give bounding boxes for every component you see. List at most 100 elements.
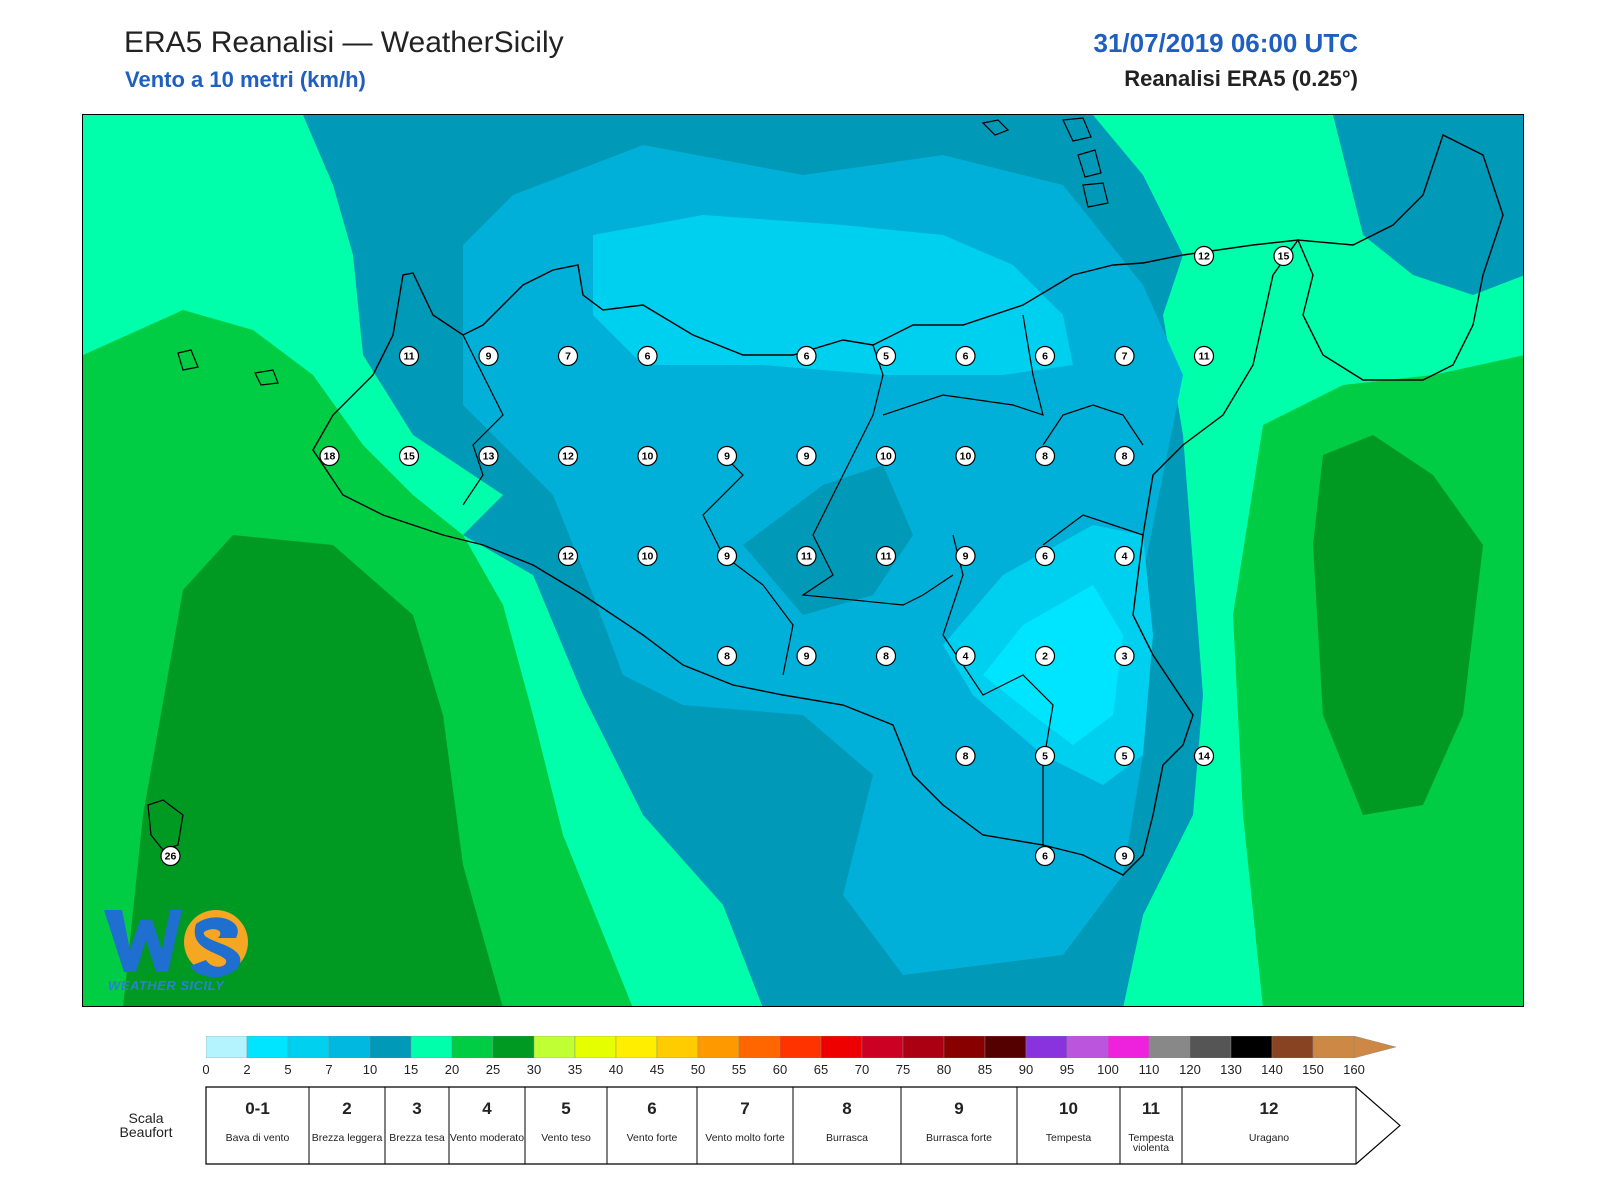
beaufort-cell: 4 Vento moderato: [449, 1087, 525, 1164]
colorbar-tick-label: 120: [1179, 1062, 1201, 1077]
beaufort-scale-label: Scala Beaufort: [119, 1110, 173, 1140]
station-marker: 5: [1114, 745, 1135, 767]
colorbar-tick-label: 65: [813, 1062, 829, 1077]
colorbar-swatch: [410, 1036, 453, 1058]
station-marker: 14: [1193, 745, 1215, 767]
station-marker: 10: [637, 545, 658, 567]
beaufort-cell: 5 Vento teso: [525, 1087, 607, 1164]
colorbar-tick-label: 25: [485, 1062, 501, 1077]
station-value: 9: [486, 351, 492, 363]
station-value: 9: [963, 551, 969, 563]
station-value: 9: [1122, 851, 1128, 863]
colorbar-swatch: [328, 1036, 371, 1058]
beaufort-description: Vento molto forte: [705, 1132, 785, 1144]
colorbar-tick-label: 90: [1018, 1062, 1034, 1077]
station-marker: 9: [716, 445, 738, 467]
station-value: 4: [963, 651, 969, 663]
station-value: 13: [483, 451, 495, 463]
colorbar-swatch: [697, 1036, 740, 1058]
station-marker: 2: [1034, 645, 1056, 667]
wind-band-25-30-east: [1313, 435, 1483, 815]
colorbar-swatch: [1148, 1036, 1191, 1058]
station-marker: 8: [1114, 445, 1135, 467]
colorbar-tick-label: 80: [936, 1062, 952, 1077]
egadi-island: [177, 349, 199, 371]
colorbar-swatch: [1107, 1036, 1150, 1058]
station-marker: 11: [875, 545, 897, 567]
wind-band-10-15-east: [1333, 115, 1523, 295]
colorbar-swatch: [369, 1036, 412, 1058]
beaufort-cell: 3 Brezza tesa: [385, 1087, 449, 1164]
station-marker: 26: [160, 845, 181, 867]
model-label: Reanalisi ERA5 (0.25°): [1124, 66, 1358, 91]
station-value: 11: [880, 551, 891, 563]
aeolian-island: [1077, 149, 1102, 178]
beaufort-number: 5: [561, 1099, 571, 1118]
station-value: 10: [880, 451, 892, 463]
station-marker: 10: [875, 445, 897, 467]
beaufort-cell: 7 Vento molto forte: [697, 1087, 793, 1164]
beaufort-number: 2: [342, 1099, 352, 1118]
station-value: 6: [963, 351, 969, 363]
colorbar-tick-label: 35: [567, 1062, 583, 1077]
station-marker: 9: [796, 645, 817, 667]
station-marker: 5: [875, 345, 897, 367]
wind-band-10-15-center: [743, 465, 913, 615]
colorbar-swatch: [533, 1036, 576, 1058]
colorbar-swatch: [656, 1036, 699, 1058]
wind-band-2-5: [983, 585, 1123, 745]
station-marker: 10: [637, 445, 658, 467]
station-value: 11: [403, 351, 414, 363]
station-value: 9: [804, 451, 810, 463]
station-marker: 9: [796, 445, 817, 467]
colorbar-tick-label: 160: [1343, 1062, 1365, 1077]
pantelleria-island: [147, 799, 184, 851]
beaufort-description: Burrasca forte: [926, 1132, 992, 1144]
station-marker: 11: [398, 345, 420, 367]
station-value: 9: [724, 551, 730, 563]
colorbar-tick-label: 60: [772, 1062, 788, 1077]
station-value: 7: [1122, 351, 1128, 363]
station-marker: 6: [796, 345, 817, 367]
beaufort-cell: 9 Burrasca forte: [901, 1087, 1017, 1164]
station-value: 6: [645, 351, 651, 363]
colorbar-swatch: [1066, 1036, 1109, 1058]
station-value: 14: [1198, 751, 1210, 763]
station-value: 6: [804, 351, 810, 363]
station-value: 5: [883, 351, 889, 363]
beaufort-description: Brezza tesa: [389, 1132, 445, 1144]
aeolian-island: [1082, 182, 1109, 208]
colorbar-swatch: [738, 1036, 781, 1058]
station-marker: 7: [1114, 345, 1135, 367]
station-marker: 9: [955, 545, 976, 567]
station-marker: 4: [955, 645, 976, 667]
colorbar-swatch: [861, 1036, 904, 1058]
egadi-island: [254, 369, 279, 386]
station-value: 10: [642, 551, 654, 563]
beaufort-number: 11: [1142, 1099, 1160, 1118]
colorbar-tick-label: 140: [1261, 1062, 1283, 1077]
station-markers: 12 15 11 9 7 6 6 5 6 6 7 11 18 15 13 12 10 9 9 10 10 8 8 12 10 9 1…: [160, 245, 1294, 867]
station-value: 8: [1042, 451, 1048, 463]
beaufort-number: 3: [412, 1099, 422, 1118]
station-value: 9: [724, 451, 730, 463]
station-marker: 13: [478, 445, 499, 467]
beaufort-description: Tempesta: [1045, 1132, 1092, 1144]
colorbar-tick-label: 85: [977, 1062, 993, 1077]
station-marker: 8: [1034, 445, 1056, 467]
province-border: [1042, 404, 1144, 446]
station-marker: 15: [398, 445, 420, 467]
beaufort-cell: 10 Tempesta: [1017, 1087, 1120, 1164]
station-value: 6: [1042, 551, 1048, 563]
station-marker: 3: [1114, 645, 1135, 667]
wind-band-25-30-west: [123, 535, 503, 1006]
colorbar-tick-label: 50: [690, 1062, 706, 1077]
beaufort-number: 4: [482, 1099, 492, 1118]
colorbar-swatch: [943, 1036, 986, 1058]
colorbar-tick-label: 0: [202, 1062, 210, 1077]
station-marker: 11: [796, 545, 817, 567]
colorbar-swatch: [574, 1036, 617, 1058]
station-value: 7: [565, 351, 571, 363]
colorbar-swatch: [615, 1036, 658, 1058]
wind-map: 12 15 11 9 7 6 6 5 6 6 7 11 18 15 13 12 10 9 9 10 10 8 8 12 10 9 1…: [82, 114, 1524, 1007]
